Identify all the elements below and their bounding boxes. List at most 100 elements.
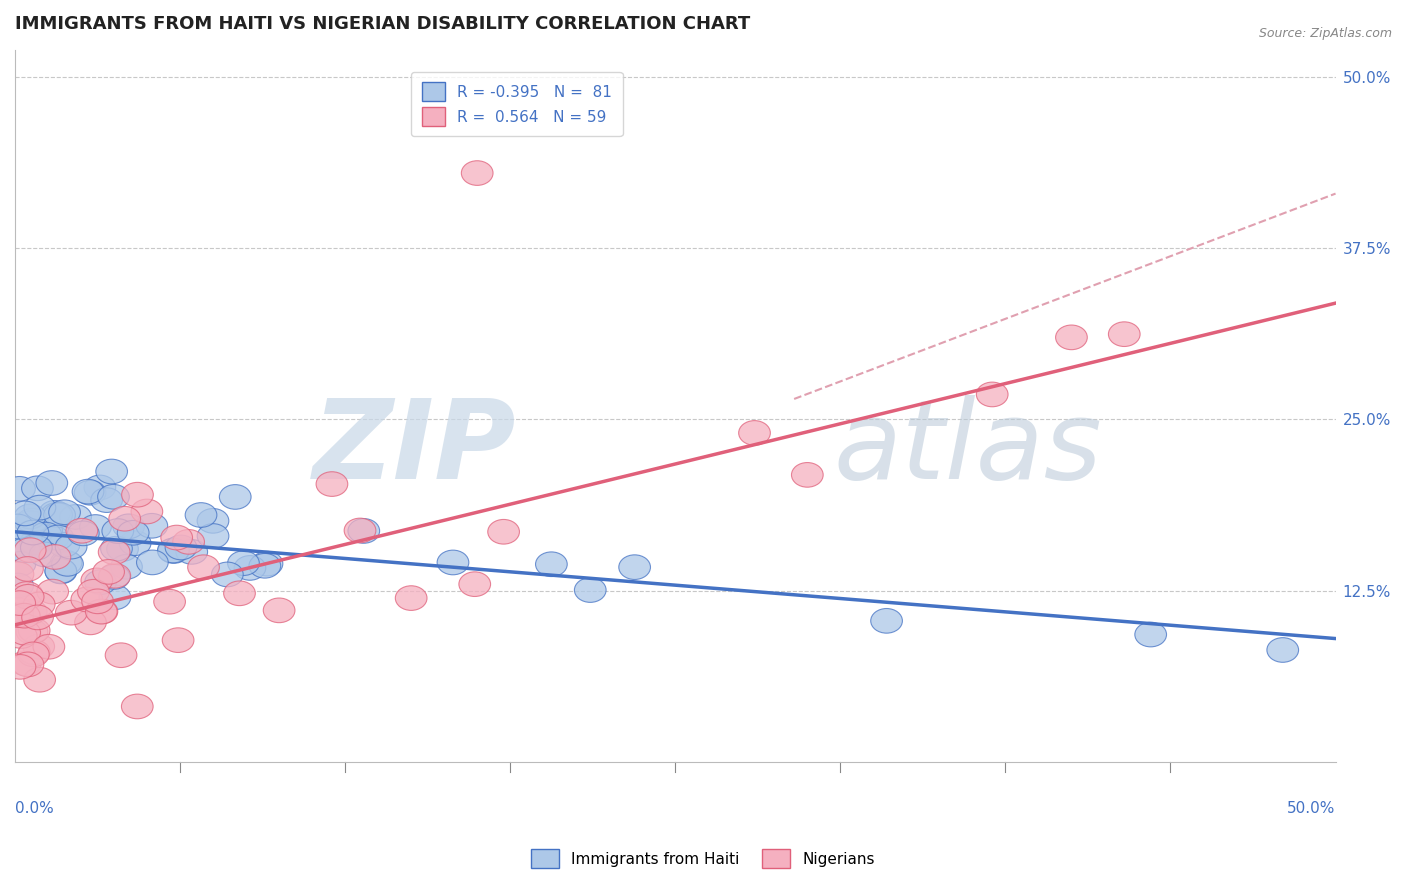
Ellipse shape xyxy=(17,508,48,533)
Ellipse shape xyxy=(52,551,83,576)
Ellipse shape xyxy=(121,694,153,719)
Ellipse shape xyxy=(51,550,82,575)
Ellipse shape xyxy=(153,590,186,614)
Ellipse shape xyxy=(488,519,519,544)
Ellipse shape xyxy=(228,551,259,575)
Ellipse shape xyxy=(176,540,208,565)
Ellipse shape xyxy=(32,634,65,659)
Ellipse shape xyxy=(870,608,903,633)
Ellipse shape xyxy=(59,505,91,529)
Ellipse shape xyxy=(30,523,62,547)
Ellipse shape xyxy=(24,592,55,616)
Ellipse shape xyxy=(10,651,41,675)
Ellipse shape xyxy=(4,551,35,576)
Ellipse shape xyxy=(98,540,129,565)
Ellipse shape xyxy=(21,605,53,630)
Ellipse shape xyxy=(162,628,194,652)
Ellipse shape xyxy=(263,598,295,623)
Ellipse shape xyxy=(157,539,190,564)
Ellipse shape xyxy=(17,620,48,644)
Ellipse shape xyxy=(1,598,34,623)
Text: IMMIGRANTS FROM HAITI VS NIGERIAN DISABILITY CORRELATION CHART: IMMIGRANTS FROM HAITI VS NIGERIAN DISABI… xyxy=(15,15,751,33)
Ellipse shape xyxy=(197,508,229,533)
Ellipse shape xyxy=(98,585,131,609)
Ellipse shape xyxy=(437,550,468,574)
Ellipse shape xyxy=(131,500,163,524)
Ellipse shape xyxy=(37,471,67,495)
Legend: Immigrants from Haiti, Nigerians: Immigrants from Haiti, Nigerians xyxy=(524,841,882,875)
Ellipse shape xyxy=(72,479,104,504)
Ellipse shape xyxy=(45,559,77,583)
Ellipse shape xyxy=(136,514,167,538)
Ellipse shape xyxy=(157,538,190,563)
Ellipse shape xyxy=(219,484,252,509)
Ellipse shape xyxy=(31,519,62,543)
Text: 50.0%: 50.0% xyxy=(1286,801,1336,816)
Ellipse shape xyxy=(461,161,494,186)
Ellipse shape xyxy=(108,507,141,531)
Ellipse shape xyxy=(37,525,69,550)
Ellipse shape xyxy=(21,476,53,500)
Ellipse shape xyxy=(17,520,49,545)
Ellipse shape xyxy=(4,591,35,615)
Ellipse shape xyxy=(347,518,380,543)
Text: 0.0%: 0.0% xyxy=(15,801,53,816)
Ellipse shape xyxy=(37,579,69,604)
Ellipse shape xyxy=(44,503,76,527)
Ellipse shape xyxy=(4,531,37,556)
Ellipse shape xyxy=(24,495,56,520)
Ellipse shape xyxy=(11,557,44,582)
Ellipse shape xyxy=(224,581,256,606)
Ellipse shape xyxy=(395,586,427,610)
Ellipse shape xyxy=(86,599,118,624)
Ellipse shape xyxy=(1,562,34,587)
Ellipse shape xyxy=(55,534,87,559)
Ellipse shape xyxy=(15,511,46,535)
Ellipse shape xyxy=(1135,623,1167,647)
Ellipse shape xyxy=(14,538,46,563)
Legend: R = -0.395   N =  81, R =  0.564   N = 59: R = -0.395 N = 81, R = 0.564 N = 59 xyxy=(411,71,623,136)
Ellipse shape xyxy=(49,500,80,524)
Ellipse shape xyxy=(197,524,229,549)
Ellipse shape xyxy=(165,535,197,560)
Ellipse shape xyxy=(75,610,107,635)
Ellipse shape xyxy=(13,652,44,677)
Ellipse shape xyxy=(122,483,153,507)
Ellipse shape xyxy=(39,500,70,525)
Ellipse shape xyxy=(22,634,55,659)
Ellipse shape xyxy=(976,382,1008,407)
Ellipse shape xyxy=(619,555,651,580)
Ellipse shape xyxy=(1056,325,1087,350)
Ellipse shape xyxy=(187,555,219,580)
Ellipse shape xyxy=(48,533,80,558)
Ellipse shape xyxy=(249,553,281,578)
Ellipse shape xyxy=(173,530,204,554)
Ellipse shape xyxy=(17,642,49,666)
Ellipse shape xyxy=(252,551,283,576)
Ellipse shape xyxy=(4,476,35,501)
Ellipse shape xyxy=(10,501,41,525)
Text: ZIP: ZIP xyxy=(314,395,517,502)
Ellipse shape xyxy=(13,584,44,609)
Ellipse shape xyxy=(105,643,136,667)
Ellipse shape xyxy=(39,545,70,569)
Ellipse shape xyxy=(82,568,112,593)
Ellipse shape xyxy=(75,481,105,505)
Ellipse shape xyxy=(8,620,41,645)
Ellipse shape xyxy=(536,552,567,576)
Ellipse shape xyxy=(77,580,110,604)
Ellipse shape xyxy=(84,475,115,500)
Ellipse shape xyxy=(316,472,347,496)
Text: Source: ZipAtlas.com: Source: ZipAtlas.com xyxy=(1258,27,1392,40)
Ellipse shape xyxy=(120,531,150,556)
Ellipse shape xyxy=(1,603,34,627)
Ellipse shape xyxy=(8,538,41,563)
Ellipse shape xyxy=(15,599,46,624)
Ellipse shape xyxy=(21,535,52,560)
Ellipse shape xyxy=(136,550,169,574)
Ellipse shape xyxy=(41,503,73,527)
Ellipse shape xyxy=(792,463,823,487)
Ellipse shape xyxy=(98,565,129,590)
Ellipse shape xyxy=(101,519,134,543)
Ellipse shape xyxy=(1,514,34,539)
